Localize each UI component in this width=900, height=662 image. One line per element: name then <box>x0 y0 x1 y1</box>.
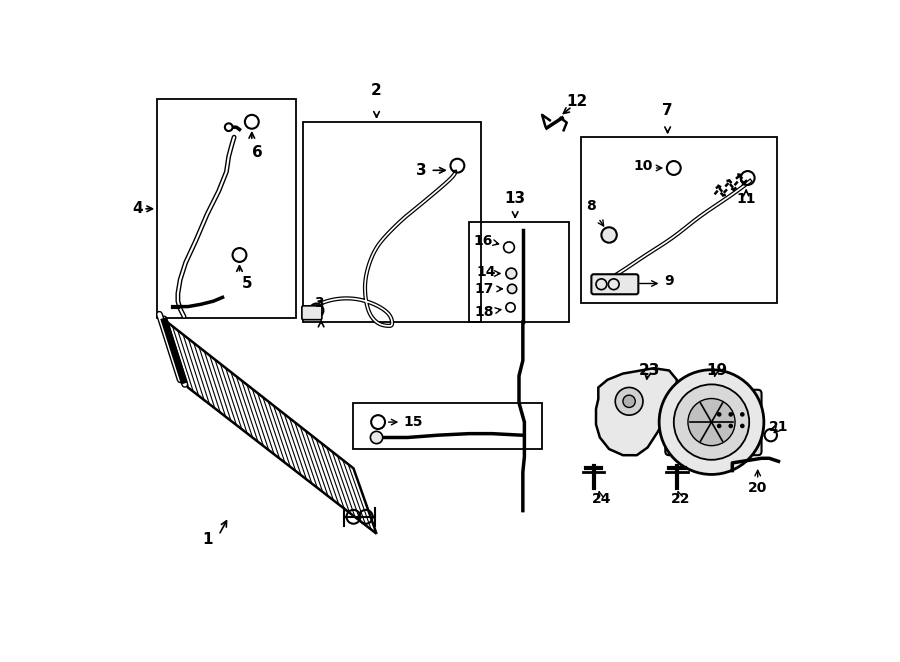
Circle shape <box>740 412 744 416</box>
Circle shape <box>740 424 744 428</box>
Text: 3: 3 <box>416 163 427 178</box>
Text: 9: 9 <box>664 274 674 288</box>
Circle shape <box>674 385 749 460</box>
Text: 21: 21 <box>769 420 788 434</box>
Text: 4: 4 <box>132 201 143 216</box>
FancyBboxPatch shape <box>665 390 761 455</box>
Circle shape <box>371 432 382 444</box>
Circle shape <box>616 387 643 415</box>
Text: 10: 10 <box>634 160 652 173</box>
Text: 5: 5 <box>242 276 253 291</box>
Circle shape <box>225 123 232 131</box>
Bar <box>354 403 542 449</box>
Circle shape <box>623 395 635 407</box>
Text: 12: 12 <box>566 93 588 109</box>
Circle shape <box>728 424 733 428</box>
Bar <box>469 222 569 322</box>
Circle shape <box>508 284 517 293</box>
Text: 22: 22 <box>671 492 690 506</box>
Text: 15: 15 <box>404 415 423 429</box>
Circle shape <box>717 424 722 428</box>
Circle shape <box>728 412 733 416</box>
Text: 7: 7 <box>662 103 673 118</box>
Text: 3: 3 <box>314 296 324 310</box>
Text: 13: 13 <box>505 191 526 207</box>
Bar <box>303 122 481 322</box>
Text: 2: 2 <box>371 83 382 99</box>
Text: 23: 23 <box>639 363 661 378</box>
Circle shape <box>659 370 764 475</box>
Text: 6: 6 <box>252 145 263 160</box>
Text: 14: 14 <box>476 265 496 279</box>
Text: 8: 8 <box>586 199 596 213</box>
Circle shape <box>717 412 722 416</box>
Text: 24: 24 <box>591 492 611 506</box>
Text: 18: 18 <box>474 305 494 319</box>
Text: 20: 20 <box>748 481 768 495</box>
FancyBboxPatch shape <box>302 306 322 320</box>
Circle shape <box>506 268 517 279</box>
Polygon shape <box>167 322 376 534</box>
Text: 19: 19 <box>706 363 727 378</box>
Bar <box>580 137 777 303</box>
Text: 11: 11 <box>736 192 756 206</box>
Circle shape <box>688 399 735 446</box>
FancyBboxPatch shape <box>591 274 638 295</box>
Text: 1: 1 <box>202 532 212 547</box>
Text: 16: 16 <box>473 234 492 248</box>
Polygon shape <box>596 368 677 455</box>
Text: 17: 17 <box>474 282 494 296</box>
Circle shape <box>601 227 617 243</box>
Bar <box>158 99 296 318</box>
